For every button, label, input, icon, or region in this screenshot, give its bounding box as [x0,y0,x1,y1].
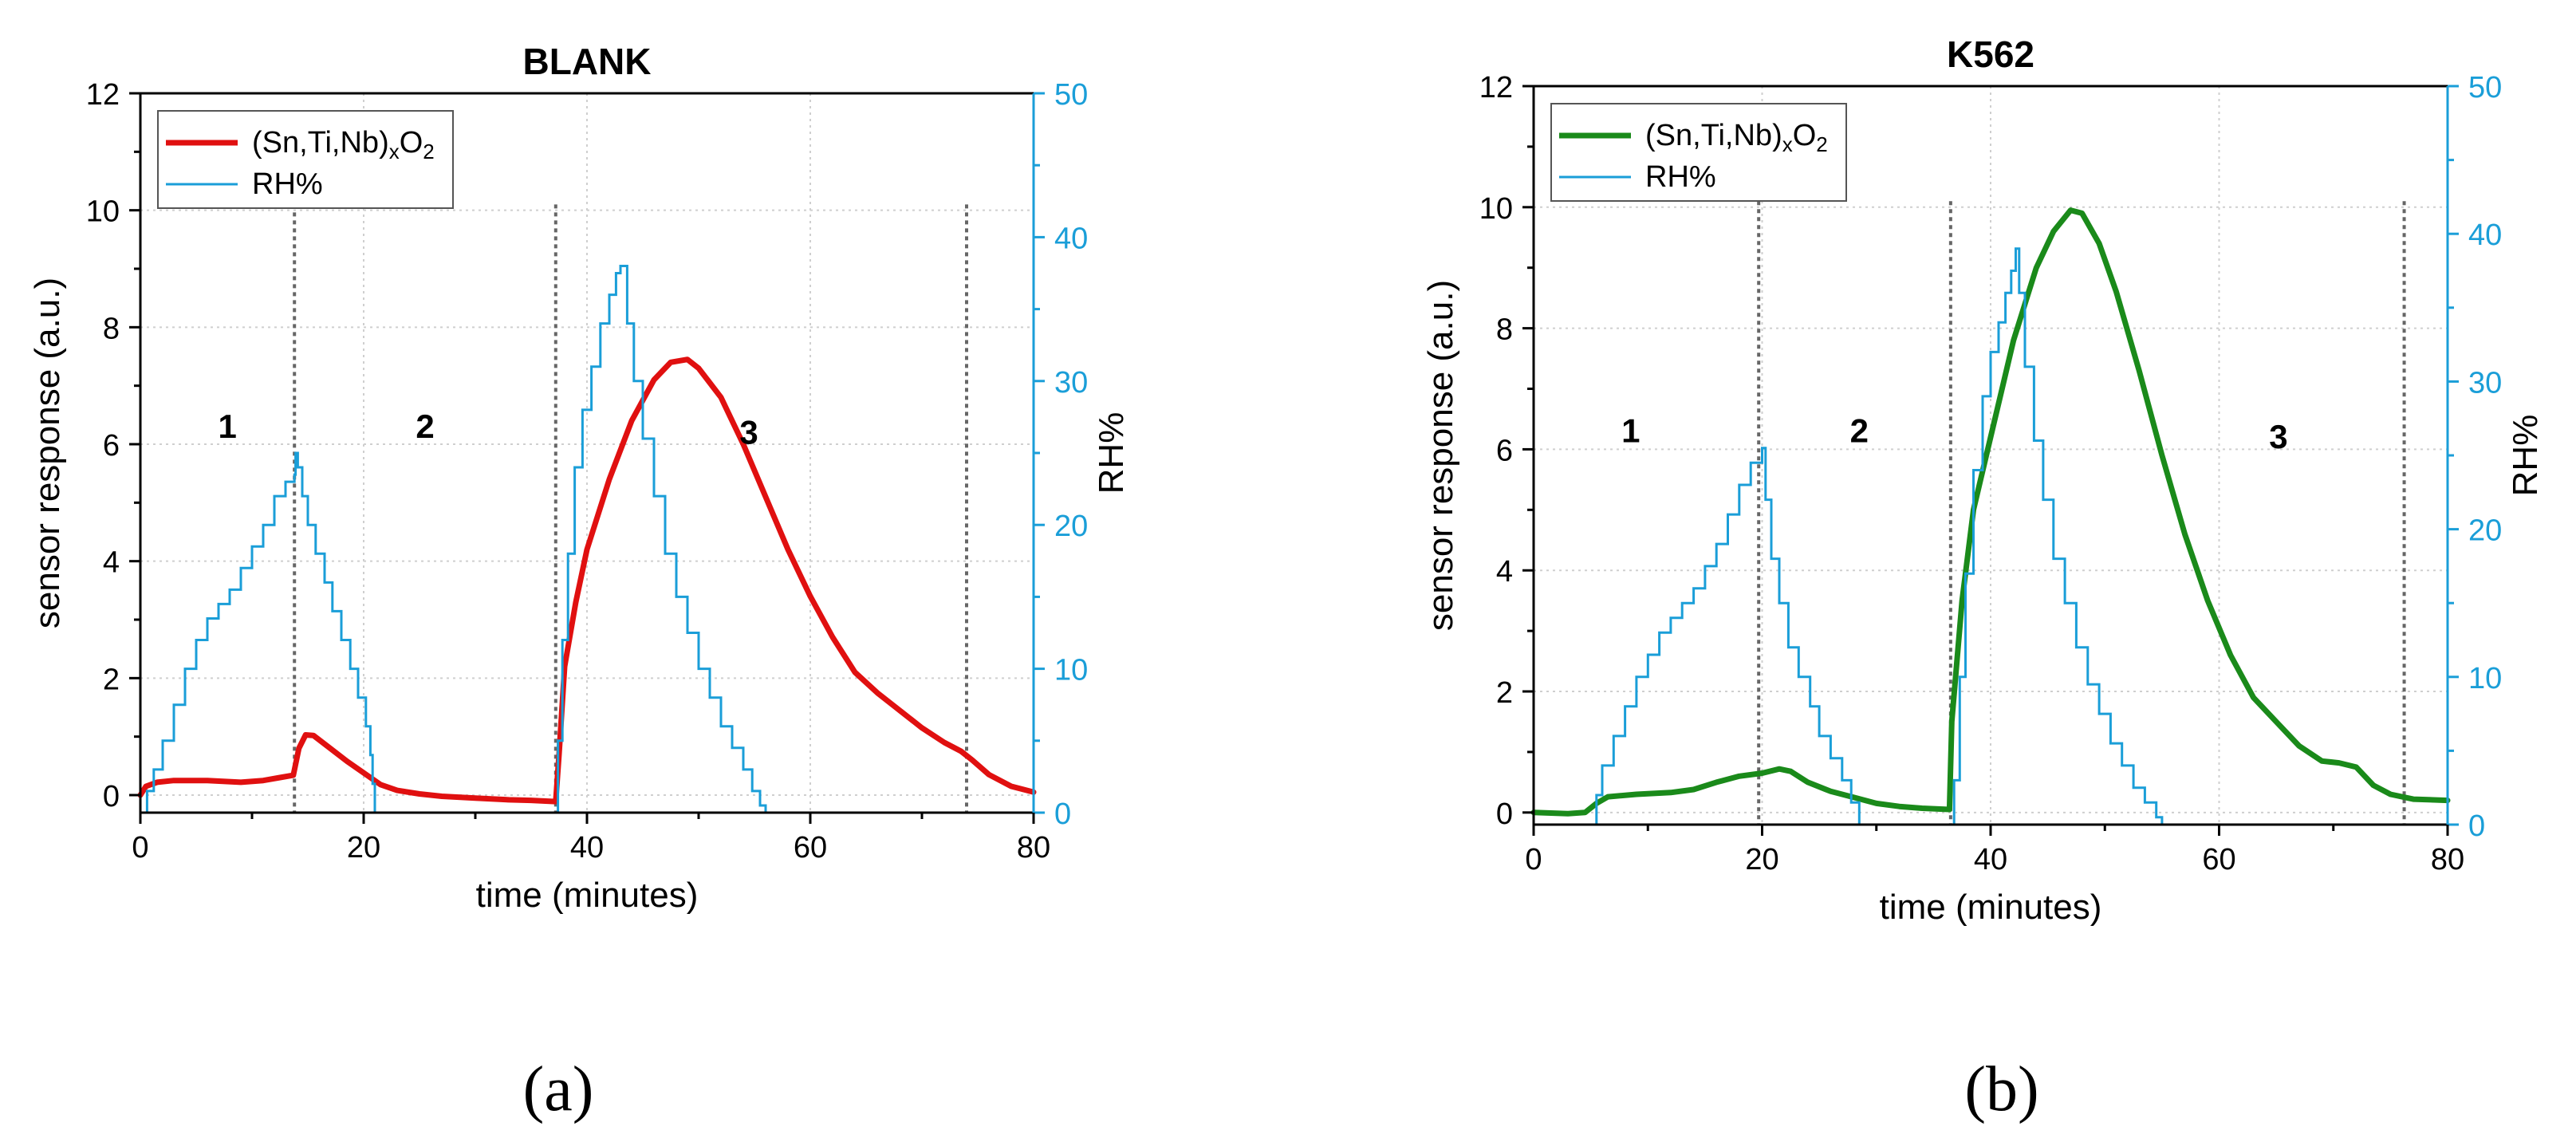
phase-label: 2 [1850,412,1869,450]
legend: (Sn,Ti,Nb)xO2 RH% [157,110,454,209]
y2-tick-label: 30 [1054,366,1088,400]
phase-label: 1 [219,408,237,445]
x-tick-label: 40 [570,831,604,864]
y2-tick-label: 0 [1054,797,1071,831]
y2-tick-label: 0 [2468,809,2485,843]
y2-tick-label: 50 [1054,78,1088,112]
legend-text: (Sn,Ti,Nb) [252,126,389,159]
y-tick-label: 8 [1496,313,1513,347]
phase-label: 3 [739,413,758,451]
y2-tick-label: 40 [1054,222,1088,255]
y-tick-label: 4 [1496,555,1513,589]
y2-tick-label: 40 [2468,219,2502,252]
x-tick-label: 20 [347,831,380,864]
y2-axis-label: RH% [2506,415,2545,497]
legend-text: (Sn,Ti,Nb) [1645,119,1782,152]
y2-tick-label: 30 [2468,366,2502,400]
response-series-line [137,356,1037,805]
y-tick-label: 10 [1479,192,1513,226]
legend-subscript: 2 [423,140,434,163]
y2-tick-label: 20 [1054,510,1088,543]
y2-tick-label: 20 [2468,514,2502,548]
y-tick-label: 12 [86,78,120,112]
y2-tick-label: 10 [1054,654,1088,687]
phase-label: 3 [2269,418,2287,455]
legend-label-rh: RH% [252,167,323,201]
legend-label-response: (Sn,Ti,Nb)xO2 [252,126,435,163]
x-tick-label: 20 [1745,843,1778,876]
x-axis-label: time (minutes) [1880,888,2102,927]
x-tick-label: 0 [132,831,148,864]
y-tick-label: 8 [103,312,120,345]
y-tick-label: 6 [1496,434,1513,467]
legend-text: O [400,126,423,159]
y-tick-label: 2 [1496,676,1513,710]
y2-tick-label: 50 [2468,71,2502,104]
panel-label: (a) [523,1054,594,1124]
y-tick-label: 12 [1479,71,1513,104]
rh-series-line [140,265,767,814]
legend-box [157,110,454,209]
phase-label: 1 [1621,412,1640,450]
legend-box [1550,103,1847,202]
legend: (Sn,Ti,Nb)xO2 RH% [1550,103,1847,202]
legend-subscript: x [1782,132,1793,156]
y2-tick-label: 10 [2468,662,2502,695]
x-tick-label: 80 [2431,843,2464,876]
x-tick-label: 60 [794,831,827,864]
legend-label-rh: RH% [1645,160,1716,194]
y-axis-label: sensor response (a.u.) [28,278,67,628]
panel-label: (b) [1964,1054,2038,1124]
y-tick-label: 6 [103,429,120,463]
x-tick-label: 40 [1974,843,2007,876]
y-axis-label: sensor response (a.u.) [1421,280,1460,631]
rh-series-line [1534,247,2164,826]
x-axis-label: time (minutes) [476,876,699,915]
y-tick-label: 0 [103,780,120,813]
y-tick-label: 10 [86,195,120,229]
chart-title: K562 [1947,33,2034,75]
legend-text: O [1793,119,1817,152]
y2-axis-label: RH% [1092,412,1131,494]
legend-subscript: x [389,140,400,163]
y-tick-label: 0 [1496,797,1513,831]
phase-label: 2 [416,408,434,445]
x-tick-label: 80 [1017,831,1050,864]
legend-subscript: 2 [1816,132,1827,156]
y-tick-label: 4 [103,546,120,580]
legend-label-response: (Sn,Ti,Nb)xO2 [1645,119,1828,156]
chart-title: BLANK [523,41,652,82]
x-tick-label: 0 [1525,843,1542,876]
x-tick-label: 60 [2202,843,2235,876]
response-series-line [1530,207,2451,817]
y-tick-label: 2 [103,663,120,696]
